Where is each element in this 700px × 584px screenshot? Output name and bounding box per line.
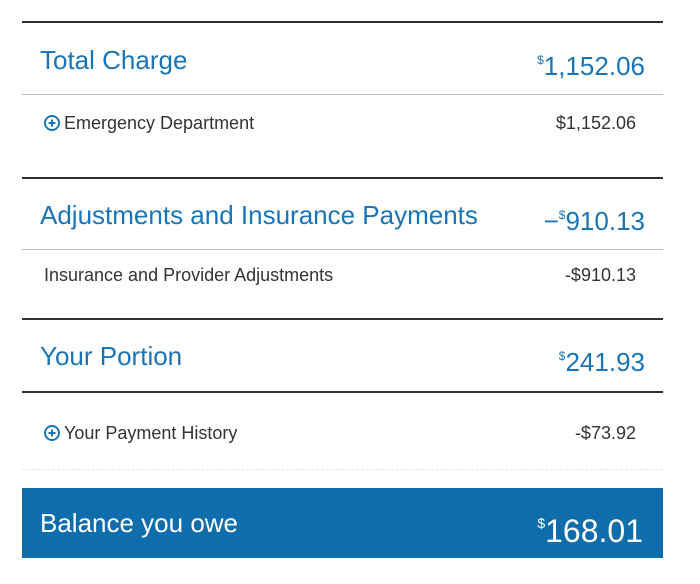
expand-icon [44,425,60,441]
section-total: $241.93 [559,341,645,377]
row-label: Insurance and Provider Adjustments [44,265,334,285]
row-label: Emergency Department [64,113,255,133]
expand-icon [44,115,60,131]
sign: − [543,206,559,236]
divider [22,249,663,250]
row-amount: -$910.13 [564,265,636,285]
section-title: Your Portion [40,341,183,371]
currency-symbol: $ [558,208,566,222]
expand-row[interactable]: Your Payment History [44,422,237,444]
section-title: Adjustments and Insurance Payments [40,200,478,230]
divider [22,21,663,23]
row-amount: -$73.92 [574,423,636,443]
balance-label: Balance you owe [40,508,239,538]
section-title: Total Charge [40,45,188,75]
row-label: Your Payment History [64,423,238,443]
divider [22,391,663,393]
currency-symbol: $ [537,515,546,531]
divider [22,177,663,179]
row: Insurance and Provider Adjustments [44,264,333,286]
currency-symbol: $ [537,53,544,67]
section-total: −$910.13 [544,200,645,236]
divider [22,469,663,470]
amount: 910.13 [565,206,645,236]
expand-row[interactable]: Emergency Department [44,112,254,134]
row-amount: $1,152.06 [555,113,636,133]
divider [22,318,663,320]
amount: 1,152.06 [543,51,645,81]
section-total: $1,152.06 [537,45,645,81]
balance-bar: Balance you owe $168.01 [22,488,663,558]
balance-amount: $168.01 [537,505,643,549]
currency-symbol: $ [558,349,566,363]
divider [22,94,663,95]
amount: 168.01 [545,513,643,549]
amount: 241.93 [565,347,645,377]
